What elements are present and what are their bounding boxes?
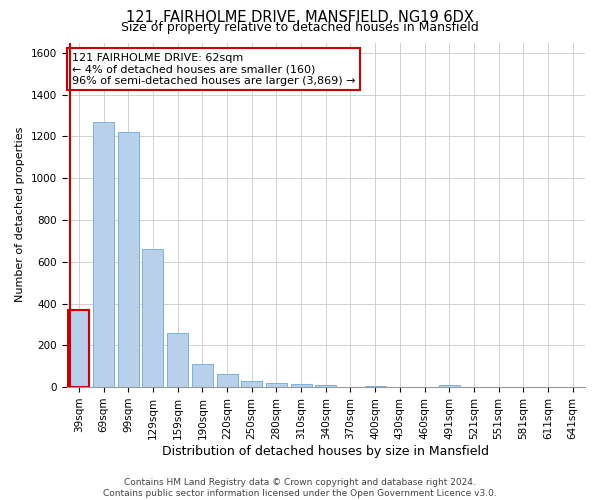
Bar <box>266 383 287 387</box>
Bar <box>315 385 336 387</box>
Text: Contains HM Land Registry data © Crown copyright and database right 2024.
Contai: Contains HM Land Registry data © Crown c… <box>103 478 497 498</box>
Text: 121, FAIRHOLME DRIVE, MANSFIELD, NG19 6DX: 121, FAIRHOLME DRIVE, MANSFIELD, NG19 6D… <box>126 10 474 25</box>
Bar <box>365 386 386 387</box>
Bar <box>93 122 114 387</box>
Text: Size of property relative to detached houses in Mansfield: Size of property relative to detached ho… <box>121 22 479 35</box>
Bar <box>439 385 460 387</box>
Bar <box>192 364 213 387</box>
Y-axis label: Number of detached properties: Number of detached properties <box>15 127 25 302</box>
Text: 121 FAIRHOLME DRIVE: 62sqm
← 4% of detached houses are smaller (160)
96% of semi: 121 FAIRHOLME DRIVE: 62sqm ← 4% of detac… <box>72 53 355 86</box>
Bar <box>68 310 89 387</box>
Bar <box>167 333 188 387</box>
Bar <box>142 250 163 387</box>
X-axis label: Distribution of detached houses by size in Mansfield: Distribution of detached houses by size … <box>162 444 489 458</box>
Bar <box>290 384 311 387</box>
Bar <box>217 374 238 387</box>
Bar <box>118 132 139 387</box>
Bar <box>241 381 262 387</box>
